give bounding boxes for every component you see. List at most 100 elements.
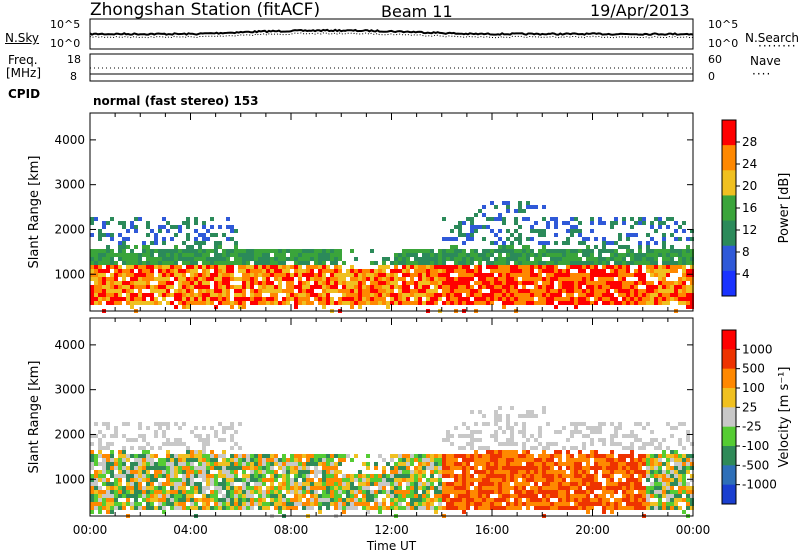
- data-cell: [570, 422, 574, 426]
- data-cell: [198, 233, 202, 237]
- data-cell: [462, 470, 466, 474]
- data-cell: [238, 289, 242, 293]
- data-cell: [170, 470, 174, 474]
- data-cell: [270, 261, 274, 265]
- data-cell: [130, 494, 134, 498]
- data-cell: [586, 490, 590, 494]
- data-cell: [474, 293, 478, 297]
- data-cell: [646, 470, 650, 474]
- data-cell: [134, 458, 138, 462]
- data-cell: [222, 486, 226, 490]
- data-cell: [162, 217, 166, 221]
- data-cell: [126, 438, 130, 442]
- data-cell: [418, 261, 422, 265]
- data-cell: [550, 486, 554, 490]
- data-cell: [390, 289, 394, 293]
- data-cell: [654, 490, 658, 494]
- data-cell: [118, 454, 122, 458]
- data-cell: [146, 470, 150, 474]
- data-cell: [138, 301, 142, 305]
- data-cell: [146, 442, 150, 446]
- data-cell: [186, 450, 190, 454]
- data-cell: [590, 273, 594, 277]
- data-cell: [466, 466, 470, 470]
- data-cell: [90, 289, 94, 293]
- data-cell: [206, 253, 210, 257]
- data-cell: [530, 261, 534, 265]
- data-cell: [458, 281, 462, 285]
- data-cell: [382, 265, 386, 269]
- data-cell: [210, 257, 214, 261]
- data-cell: [274, 498, 278, 502]
- data-cell: [318, 269, 322, 273]
- data-cell: [198, 277, 202, 281]
- data-cell: [466, 281, 470, 285]
- data-cell: [446, 293, 450, 297]
- data-cell: [650, 281, 654, 285]
- data-cell: [166, 466, 170, 470]
- data-cell: [358, 305, 362, 309]
- data-cell: [410, 289, 414, 293]
- data-cell: [666, 506, 670, 510]
- data-cell: [566, 229, 570, 233]
- data-cell: [626, 486, 630, 490]
- data-cell: [286, 498, 290, 502]
- data-cell: [350, 285, 354, 289]
- data-cell: [582, 434, 586, 438]
- data-cell: [530, 265, 534, 269]
- data-cell: [106, 466, 110, 470]
- data-cell: [162, 269, 166, 273]
- data-cell: [462, 502, 466, 506]
- data-cell: [306, 462, 310, 466]
- data-cell: [266, 478, 270, 482]
- data-cell: [638, 265, 642, 269]
- data-cell: [274, 297, 278, 301]
- data-cell: [322, 305, 326, 309]
- data-cell: [146, 466, 150, 470]
- data-cell: [90, 466, 94, 470]
- data-cell: [346, 502, 350, 506]
- data-cell: [250, 277, 254, 281]
- data-cell: [670, 470, 674, 474]
- data-cell: [418, 285, 422, 289]
- data-cell: [306, 470, 310, 474]
- data-cell: [470, 434, 474, 438]
- data-cell: [646, 422, 650, 426]
- data-cell: [442, 257, 446, 261]
- data-cell: [502, 269, 506, 273]
- data-cell: [298, 249, 302, 253]
- data-cell: [586, 462, 590, 466]
- data-cell: [150, 478, 154, 482]
- data-cell: [514, 237, 518, 241]
- data-cell: [366, 486, 370, 490]
- data-cell: [578, 269, 582, 273]
- data-cell: [682, 265, 686, 269]
- data-cell: [562, 426, 566, 430]
- data-cell: [634, 470, 638, 474]
- data-cell: [470, 502, 474, 506]
- data-cell: [414, 502, 418, 506]
- data-cell: [618, 454, 622, 458]
- data-cell: [398, 285, 402, 289]
- data-cell: [662, 454, 666, 458]
- data-cell: [498, 229, 502, 233]
- data-cell: [122, 466, 126, 470]
- data-cell: [538, 426, 542, 430]
- data-cell: [590, 277, 594, 281]
- data-cell: [674, 281, 678, 285]
- data-cell: [522, 434, 526, 438]
- data-cell: [638, 490, 642, 494]
- data-cell: [282, 462, 286, 466]
- data-cell: [498, 450, 502, 454]
- data-cell: [322, 454, 326, 458]
- data-cell: [682, 510, 686, 514]
- data-cell: [638, 281, 642, 285]
- data-cell: [634, 486, 638, 490]
- data-cell: [254, 474, 258, 478]
- data-cell: [218, 490, 222, 494]
- data-cell: [546, 241, 550, 245]
- data-cell: [574, 277, 578, 281]
- data-cell: [114, 273, 118, 277]
- beam-label: Beam 11: [381, 2, 453, 21]
- data-cell: [430, 277, 434, 281]
